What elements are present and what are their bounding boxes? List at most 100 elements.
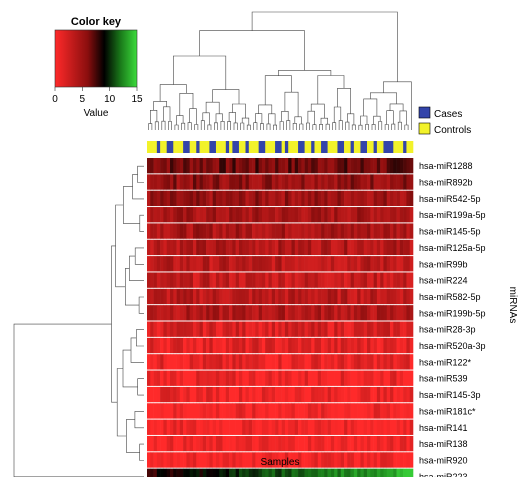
heatmap-cell	[294, 452, 299, 468]
heatmap-cell	[219, 190, 223, 207]
heatmap-cell	[245, 223, 250, 239]
heatmap-cell	[334, 354, 338, 370]
heatmap-cell	[386, 207, 391, 223]
heatmap-cell	[307, 337, 312, 354]
heatmap-cell	[229, 207, 233, 223]
sample-group-cell	[353, 141, 358, 153]
heatmap-cell	[275, 435, 279, 452]
heatmap-cell	[153, 452, 158, 468]
heatmap-cell	[271, 321, 276, 337]
heatmap-cell	[344, 305, 348, 321]
heatmap-cell	[340, 468, 345, 477]
heatmap-cell	[380, 354, 384, 370]
heatmap-cell	[304, 386, 309, 403]
sample-group-cell	[284, 141, 289, 153]
heatmap-cell	[363, 158, 368, 174]
heatmap-cell	[317, 468, 322, 477]
heatmap-cell	[160, 370, 164, 386]
heatmap-cell	[156, 190, 161, 207]
heatmap-cell	[189, 272, 194, 288]
heatmap-cell	[409, 207, 414, 223]
dendrogram-branch	[122, 349, 138, 388]
heatmap-cell	[212, 207, 217, 223]
heatmap-cell	[396, 354, 401, 370]
heatmap-cell	[383, 403, 388, 419]
heatmap-cell	[324, 419, 328, 435]
heatmap-cell	[179, 158, 184, 174]
sample-group-cell	[183, 141, 187, 153]
heatmap-cell	[324, 370, 328, 386]
heatmap-cell	[163, 190, 167, 207]
heatmap-cell	[202, 419, 207, 435]
heatmap-cell	[209, 190, 213, 207]
heatmap-cell	[294, 174, 299, 190]
heatmap-cell	[189, 288, 194, 305]
heatmap-cell	[390, 337, 394, 354]
heatmap-cell	[179, 288, 184, 305]
heatmap-cell	[173, 256, 177, 272]
heatmap-cell	[261, 272, 266, 288]
heatmap-cell	[396, 435, 401, 452]
heatmap-cell	[206, 370, 210, 386]
heatmap-cell	[327, 354, 332, 370]
heatmap-cell	[232, 468, 236, 477]
heatmap-cell	[327, 288, 332, 305]
heatmap-cell	[307, 403, 312, 419]
heatmap-cell	[242, 272, 246, 288]
heatmap-cell	[196, 435, 200, 452]
heatmap-cell	[294, 321, 299, 337]
heatmap-cell	[307, 223, 312, 239]
heatmap-cell	[219, 272, 223, 288]
heatmap-cell	[235, 435, 240, 452]
heatmap-cell	[232, 403, 236, 419]
heatmap-cell	[406, 207, 411, 223]
heatmap-cell	[370, 370, 374, 386]
heatmap-cell	[393, 272, 397, 288]
heatmap-cell	[396, 337, 401, 354]
heatmap-cell	[258, 223, 263, 239]
heatmap-cell	[294, 386, 299, 403]
heatmap-cell	[225, 190, 230, 207]
heatmap-cell	[337, 256, 342, 272]
heatmap-cell	[186, 239, 190, 256]
heatmap-cell	[163, 403, 167, 419]
heatmap-cell	[363, 435, 368, 452]
heatmap-cell	[189, 337, 194, 354]
heatmap-cell	[258, 354, 263, 370]
heatmap-cell	[314, 419, 319, 435]
heatmap-cell	[373, 305, 378, 321]
heatmap-cell	[196, 239, 200, 256]
heatmap-cell	[147, 305, 151, 321]
heatmap-cell	[173, 190, 177, 207]
heatmap-cell	[163, 321, 167, 337]
sample-group-cell	[281, 141, 286, 153]
heatmap-cell	[409, 468, 414, 477]
heatmap-cell	[360, 256, 365, 272]
heatmap-cell	[373, 223, 378, 239]
heatmap-cell	[281, 288, 286, 305]
heatmap-cell	[399, 223, 404, 239]
heatmap-cell	[147, 158, 151, 174]
heatmap-cell	[357, 452, 361, 468]
heatmap-cell	[390, 468, 394, 477]
heatmap-cell	[189, 468, 194, 477]
heatmap-cell	[199, 272, 204, 288]
heatmap-cell	[301, 419, 305, 435]
heatmap-cell	[163, 468, 167, 477]
heatmap-cell	[179, 403, 184, 419]
heatmap-cell	[156, 158, 161, 174]
heatmap-cell	[271, 305, 276, 321]
heatmap-cell	[169, 223, 174, 239]
heatmap-cell	[284, 239, 289, 256]
dendrogram-branch	[207, 124, 212, 130]
sample-group-cell	[252, 141, 256, 153]
sample-group-cell	[186, 141, 190, 153]
heatmap-cell	[183, 321, 187, 337]
dendrogram-branch	[199, 30, 305, 71]
heatmap-cell	[186, 452, 190, 468]
heatmap-cell	[330, 386, 335, 403]
dendrogram-branch	[351, 124, 356, 130]
dendrogram-branch	[148, 123, 153, 130]
dendrogram-branch	[365, 124, 369, 130]
sample-group-cell	[225, 141, 230, 153]
